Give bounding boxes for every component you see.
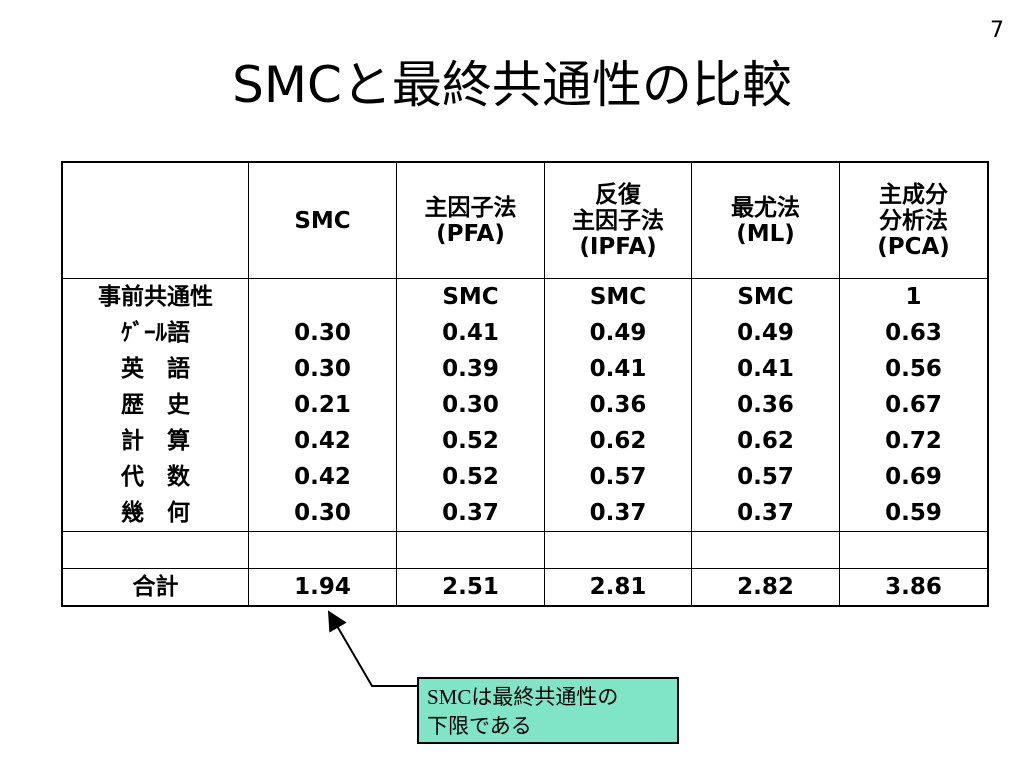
- header-line: (PCA): [877, 233, 950, 260]
- value-cell: 2.82: [691, 568, 840, 606]
- value-cell: 0.41: [544, 351, 692, 387]
- value-cell: 0.72: [839, 423, 989, 459]
- value-cell: 0.36: [691, 387, 840, 423]
- value-cell: 0.41: [396, 315, 545, 351]
- value-cell: 1.94: [248, 568, 397, 606]
- header-cell: 反復 主因子法 (IPFA): [544, 162, 692, 279]
- value-cell: [544, 531, 692, 569]
- value-cell: [396, 531, 545, 569]
- table-row: 幾 何 0.30 0.37 0.37 0.37 0.59: [61, 495, 989, 532]
- header-line: 主因子法: [424, 194, 517, 221]
- arrow: [327, 610, 417, 687]
- row-label: 英 語: [61, 351, 249, 387]
- row-label: 代 数: [61, 459, 249, 495]
- table-row: 計 算 0.42 0.52 0.62 0.62 0.72: [61, 423, 989, 459]
- header-line: 最尤法: [731, 194, 800, 221]
- table-row: 代 数 0.42 0.52 0.57 0.57 0.69: [61, 459, 989, 495]
- value-cell: [691, 531, 840, 569]
- header-row: SMC 主因子法 (PFA) 反復 主因子法 (IPFA) 最尤法 (ML) 主成分 分析法 (PC…: [61, 162, 989, 279]
- callout: SMCは最終共通性の 下限である: [417, 677, 679, 744]
- header-line: 分析法: [879, 207, 948, 234]
- table-row: 歴 史 0.21 0.30 0.36 0.36 0.67: [61, 387, 989, 423]
- value-cell: 0.67: [839, 387, 989, 423]
- row-label: ｹﾞｰﾙ語: [61, 315, 249, 351]
- value-cell: 0.36: [544, 387, 692, 423]
- header-line: 反復: [595, 181, 641, 208]
- value-cell: SMC: [691, 278, 840, 315]
- page-number: 7: [990, 18, 1004, 43]
- header-cell: 主因子法 (PFA): [396, 162, 545, 279]
- callout-line: SMCは最終共通性の: [427, 685, 619, 709]
- row-label: 計 算: [61, 423, 249, 459]
- header-cell: [61, 162, 249, 279]
- value-cell: 0.41: [691, 351, 840, 387]
- value-cell: SMC: [544, 278, 692, 315]
- header-line: SMC: [294, 207, 351, 234]
- row-label: 歴 史: [61, 387, 249, 423]
- value-cell: 0.21: [248, 387, 397, 423]
- value-cell: 0.62: [691, 423, 840, 459]
- value-cell: 0.56: [839, 351, 989, 387]
- header-line: (ML): [736, 220, 795, 247]
- value-cell: 0.57: [691, 459, 840, 495]
- row-label: [61, 531, 249, 569]
- callout-line: 下限である: [427, 714, 532, 738]
- row-label: 事前共通性: [61, 278, 249, 315]
- value-cell: 2.81: [544, 568, 692, 606]
- value-cell: 0.37: [544, 495, 692, 532]
- table-row: 英 語 0.30 0.39 0.41 0.41 0.56: [61, 351, 989, 387]
- value-cell: 0.52: [396, 423, 545, 459]
- value-cell: 0.30: [396, 387, 545, 423]
- value-cell: [248, 278, 397, 315]
- value-cell: 0.69: [839, 459, 989, 495]
- value-cell: 0.59: [839, 495, 989, 532]
- header-cell: SMC: [248, 162, 397, 279]
- value-cell: SMC: [396, 278, 545, 315]
- header-line: 主因子法: [572, 207, 664, 234]
- header-cell: 主成分 分析法 (PCA): [839, 162, 989, 279]
- value-cell: 0.62: [544, 423, 692, 459]
- value-cell: 0.37: [396, 495, 545, 532]
- table-row: 合計 1.94 2.51 2.81 2.82 3.86: [61, 568, 989, 606]
- value-cell: 0.30: [248, 495, 397, 532]
- row-label: 合計: [61, 568, 249, 606]
- row-label: 幾 何: [61, 495, 249, 532]
- value-cell: 0.30: [248, 315, 397, 351]
- value-cell: 0.39: [396, 351, 545, 387]
- value-cell: 0.49: [544, 315, 692, 351]
- value-cell: 0.37: [691, 495, 840, 532]
- value-cell: 0.49: [691, 315, 840, 351]
- header-line: (IPFA): [579, 233, 657, 260]
- value-cell: 0.42: [248, 459, 397, 495]
- table-row: ｹﾞｰﾙ語 0.30 0.41 0.49 0.49 0.63: [61, 315, 989, 351]
- value-cell: 0.52: [396, 459, 545, 495]
- header-cell: 最尤法 (ML): [691, 162, 840, 279]
- value-cell: 2.51: [396, 568, 545, 606]
- value-cell: 1: [839, 278, 989, 315]
- slide-title: SMCと最終共通性の比較: [232, 56, 792, 114]
- value-cell: 0.42: [248, 423, 397, 459]
- value-cell: [248, 531, 397, 569]
- value-cell: [839, 531, 989, 569]
- value-cell: 0.63: [839, 315, 989, 351]
- table-row: 事前共通性 SMC SMC SMC 1: [61, 278, 989, 315]
- value-cell: 0.30: [248, 351, 397, 387]
- header-line: (PFA): [436, 220, 505, 247]
- value-cell: 3.86: [839, 568, 989, 606]
- header-line: 主成分: [879, 181, 948, 208]
- value-cell: 0.57: [544, 459, 692, 495]
- table-row: [61, 531, 989, 569]
- comparison-table: SMC 主因子法 (PFA) 反復 主因子法 (IPFA) 最尤法 (ML) 主成分 分析法 (PC…: [61, 161, 989, 607]
